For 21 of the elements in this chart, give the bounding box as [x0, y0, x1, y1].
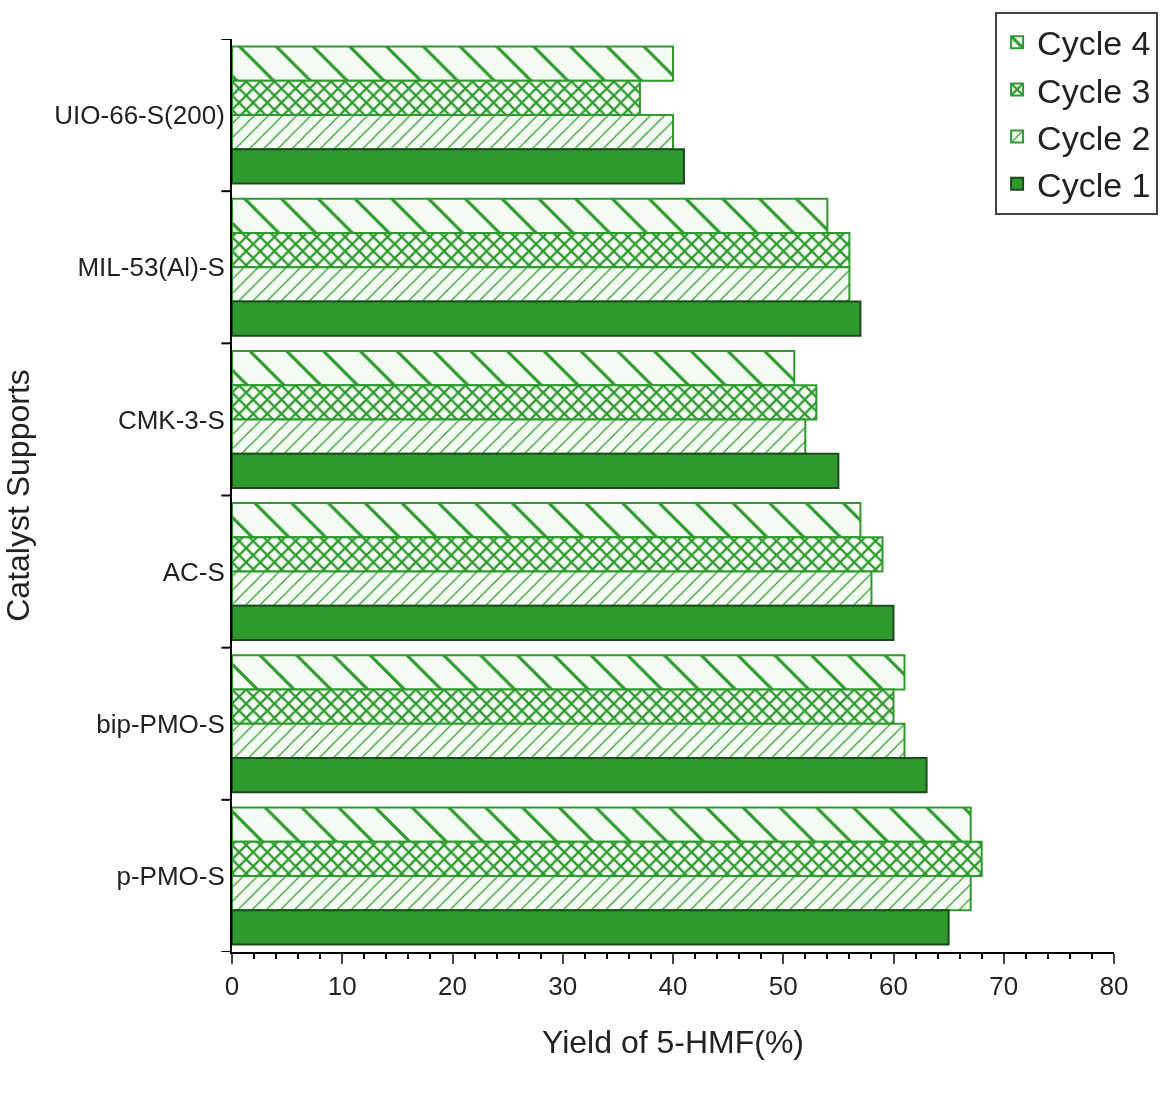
x-axis-title: Yield of 5-HMF(%) [542, 1023, 804, 1060]
legend-label: Cycle 4 [1037, 24, 1151, 63]
y-tick-label: UIO-66-S(200) [54, 100, 225, 131]
y-tick-label: p-PMO-S [116, 861, 225, 892]
x-tick-label: 60 [879, 971, 908, 1002]
legend-label: Cycle 1 [1037, 166, 1151, 205]
x-tick-label: 80 [1099, 971, 1129, 1002]
x-tick-label: 70 [989, 971, 1019, 1002]
y-tick-label: MIL-53(Al)-S [77, 252, 225, 283]
y-tick-label: CMK-3-S [117, 404, 225, 435]
x-tick-label: 40 [658, 971, 688, 1002]
legend-label: Cycle 3 [1037, 71, 1151, 110]
legend-label: Cycle 2 [1037, 118, 1151, 157]
x-tick-label: 30 [548, 971, 578, 1002]
x-tick-label: 50 [768, 971, 798, 1002]
x-tick-label: 10 [327, 971, 357, 1002]
x-tick-label: 20 [438, 971, 467, 1002]
y-axis-title: Catalyst Supports [0, 369, 36, 622]
y-tick-label: AC-S [162, 556, 225, 587]
x-tick-label: 0 [224, 971, 240, 1002]
y-tick-label: bip-PMO-S [96, 708, 225, 739]
